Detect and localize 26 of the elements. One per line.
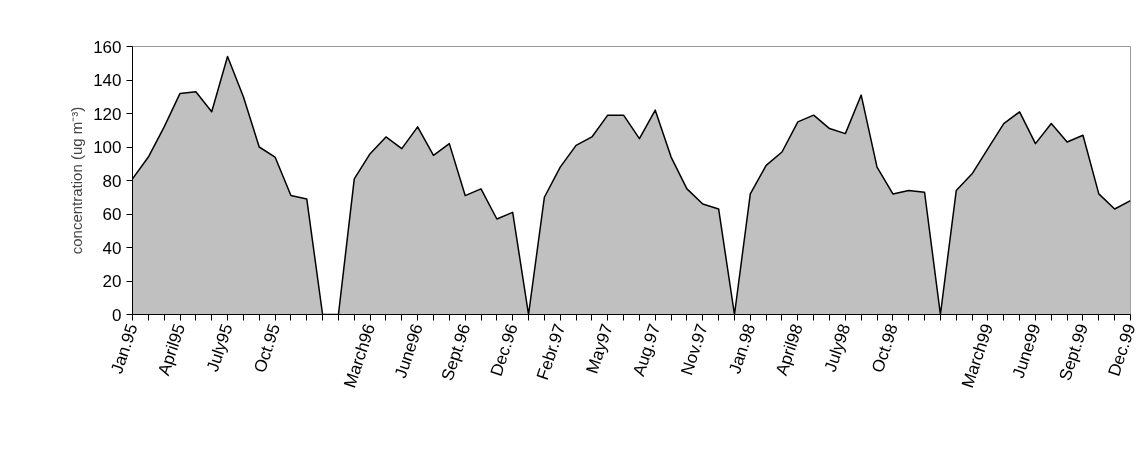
x-tick-label: Jan.98 xyxy=(725,321,760,376)
x-tick-label: July98 xyxy=(820,321,855,375)
y-axis-title: concentration (ug m⁻³) xyxy=(68,106,86,255)
x-tick-label: Oct.95 xyxy=(250,321,285,376)
x-tick-label: April95 xyxy=(154,321,190,378)
x-tick-label: Nov.97 xyxy=(677,321,712,378)
x-tick-label: May97 xyxy=(582,321,617,376)
y-tick-label: 60 xyxy=(102,205,122,224)
x-tick-label: Oct.98 xyxy=(868,321,902,376)
x-tick-label: Dec.99 xyxy=(1104,321,1140,379)
y-tick-label: 160 xyxy=(93,37,122,57)
x-tick-label: June96 xyxy=(391,321,427,381)
x-tick-label: July95 xyxy=(203,321,237,375)
y-tick-label: 20 xyxy=(102,272,122,291)
y-tick-label: 120 xyxy=(93,104,122,124)
y-tick-label: 80 xyxy=(102,171,122,191)
x-tick-label: April98 xyxy=(772,321,807,378)
x-tick-label: June99 xyxy=(1008,321,1045,381)
x-tick-label: Sept.96 xyxy=(437,321,475,384)
x-tick-label: Sept.99 xyxy=(1055,321,1092,384)
y-tick-label: 40 xyxy=(102,238,122,258)
x-tick-label: Aug.97 xyxy=(629,321,665,379)
y-tick-label: 100 xyxy=(93,138,122,157)
x-tick-label: Dec.96 xyxy=(486,321,522,379)
x-tick-label: Febr.97 xyxy=(533,321,570,383)
y-tick-label: 140 xyxy=(93,71,122,90)
